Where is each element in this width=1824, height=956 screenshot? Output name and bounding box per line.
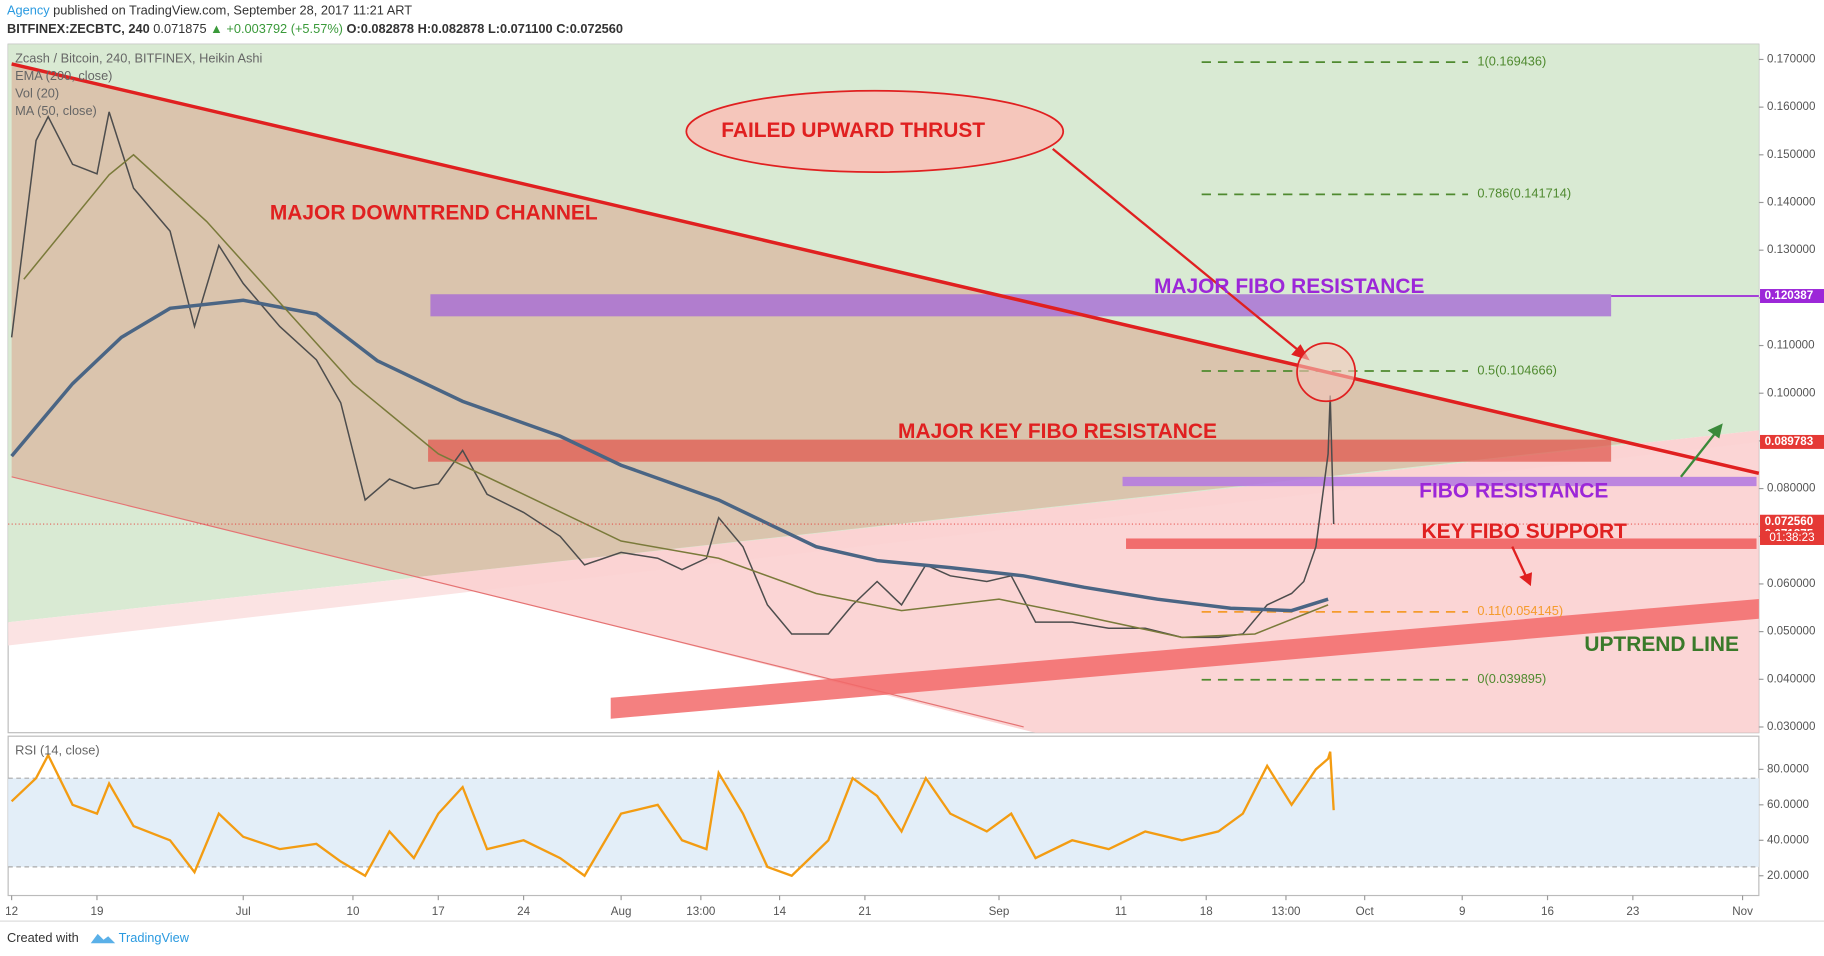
highlight-circle <box>1296 342 1357 403</box>
callout <box>685 89 1065 173</box>
x-tick-label: Oct <box>1356 905 1375 918</box>
footer-brand[interactable]: TradingView <box>119 930 190 945</box>
x-tick-label: 12 <box>5 905 18 918</box>
price-line <box>23 153 1329 639</box>
rsi-title: RSI (14, close) <box>15 743 100 758</box>
annotation: FAILED UPWARD THRUST <box>721 119 985 142</box>
y-tick-label: 0.160000 <box>1767 100 1816 113</box>
close: C:0.072560 <box>556 22 623 37</box>
countdown-box <box>1760 531 1824 545</box>
downtrend-line <box>11 62 1760 476</box>
price-label-box <box>1760 434 1824 449</box>
y-tick-label: 0.130000 <box>1767 243 1816 256</box>
y-tick-label: 80.0000 <box>1767 762 1810 775</box>
rsi-line <box>10 751 1335 878</box>
symbol-line: BITFINEX:ZECBTC, 240 0.071875 ▲ +0.00379… <box>7 22 623 37</box>
uptrend-band <box>610 598 1759 719</box>
annotation: FIBO RESISTANCE <box>1419 479 1608 502</box>
x-tick-label: 13:00 <box>1271 905 1301 918</box>
fibo-zone <box>1122 476 1757 487</box>
fib-label: 0(0.039895) <box>1477 671 1546 686</box>
x-tick-label: Jul <box>236 905 251 918</box>
arrow-head <box>1707 423 1723 439</box>
arrow <box>1511 546 1529 580</box>
legend: Zcash / Bitcoin, 240, BITFINEX, Heikin A… <box>15 51 262 758</box>
header-line: Agency published on TradingView.com, Sep… <box>7 3 412 18</box>
main-pane <box>7 43 1760 897</box>
x-tick-label: 24 <box>517 905 530 918</box>
high: H:0.082878 <box>418 22 485 37</box>
x-tick-label: 16 <box>1541 905 1554 918</box>
y-tick-label: 0.170000 <box>1767 53 1816 66</box>
drawings <box>11 62 1760 587</box>
fib-label: 0.786(0.141714) <box>1477 186 1571 201</box>
low: L:0.071100 <box>488 22 553 37</box>
symbol: BITFINEX:ZECBTC, 240 <box>7 22 150 37</box>
y-tick-label: 0.030000 <box>1767 720 1816 733</box>
annotation: UPTREND LINE <box>1584 633 1739 656</box>
price-line <box>10 298 1329 613</box>
y-tick-label: 0.150000 <box>1767 148 1816 161</box>
published: published on TradingView.com, September … <box>53 3 412 18</box>
x-tick-label: Nov <box>1732 905 1753 918</box>
y-tick-label: 0.080000 <box>1767 482 1816 495</box>
x-tick-label: 23 <box>1626 905 1639 918</box>
x-tick-label: 21 <box>858 905 871 918</box>
change: ▲ +0.003792 (+5.57%) <box>210 22 343 37</box>
last-price: 0.071875 <box>153 22 206 37</box>
x-tick-label: Sep <box>989 905 1010 918</box>
annotations: MAJOR DOWNTREND CHANNEL FAILED UPWARD TH… <box>270 119 1739 656</box>
author[interactable]: Agency <box>7 3 50 18</box>
rsi-band <box>8 778 1759 867</box>
arrow <box>1680 427 1721 478</box>
fibo-zone <box>430 294 1612 317</box>
y-tick-label: 20.0000 <box>1767 869 1810 882</box>
open: O:0.082878 <box>347 22 415 37</box>
fibo-zone <box>428 439 1612 462</box>
footer-text: Created with <box>7 930 79 945</box>
y-tick-label: 0.110000 <box>1767 339 1815 352</box>
fib-label: 0.11(0.054145) <box>1477 603 1563 618</box>
price-label: 0.120387 <box>1765 289 1814 302</box>
legend-entry: Vol (20) <box>15 86 59 101</box>
legend-entry: EMA (200, close) <box>15 68 112 83</box>
fibo-zone <box>1126 538 1757 549</box>
x-tick-label: 9 <box>1459 905 1465 918</box>
fib-label: 1(0.169436) <box>1477 54 1546 69</box>
annotation: MAJOR KEY FIBO RESISTANCE <box>898 420 1217 443</box>
y-tick-label: 0.100000 <box>1767 386 1816 399</box>
y-tick-label: 0.040000 <box>1767 672 1816 685</box>
x-tick-label: 13:00 <box>686 905 716 918</box>
y-tick-label: 0.140000 <box>1767 196 1816 209</box>
arrow <box>1052 147 1306 357</box>
countdown: 01:38:23 <box>1769 531 1814 544</box>
annotation: MAJOR DOWNTREND CHANNEL <box>270 202 598 225</box>
x-tick-label: 19 <box>90 905 103 918</box>
logo <box>90 933 116 944</box>
arrow-head <box>1519 572 1533 587</box>
x-tick-label: 18 <box>1200 905 1213 918</box>
x-tick-label: 17 <box>432 905 445 918</box>
x-tick-label: 14 <box>773 905 786 918</box>
fib-label: 0.5(0.104666) <box>1477 362 1557 377</box>
legend-entry: MA (50, close) <box>15 103 97 118</box>
x-tick-label: 10 <box>346 905 359 918</box>
y-tick-label: 0.060000 <box>1767 577 1816 590</box>
y-tick-label: 0.050000 <box>1767 625 1816 638</box>
annotation: MAJOR FIBO RESISTANCE <box>1154 275 1425 298</box>
legend-title: Zcash / Bitcoin, 240, BITFINEX, Heikin A… <box>15 51 262 66</box>
price-label: 0.072560 <box>1765 515 1814 528</box>
price-label-box <box>1760 289 1824 303</box>
annotation: KEY FIBO SUPPORT <box>1422 520 1628 543</box>
pink-zone <box>418 430 1759 733</box>
plot-layer: 0.0300000.0400000.0500000.0600000.070000… <box>5 53 1824 918</box>
price-label: 0.089783 <box>1765 435 1814 448</box>
x-tick-label: Aug <box>611 905 632 918</box>
y-tick-label: 60.0000 <box>1767 798 1810 811</box>
y-tick-label: 40.0000 <box>1767 833 1810 846</box>
price-label-box <box>1760 514 1824 529</box>
x-tick-label: 11 <box>1115 905 1127 918</box>
